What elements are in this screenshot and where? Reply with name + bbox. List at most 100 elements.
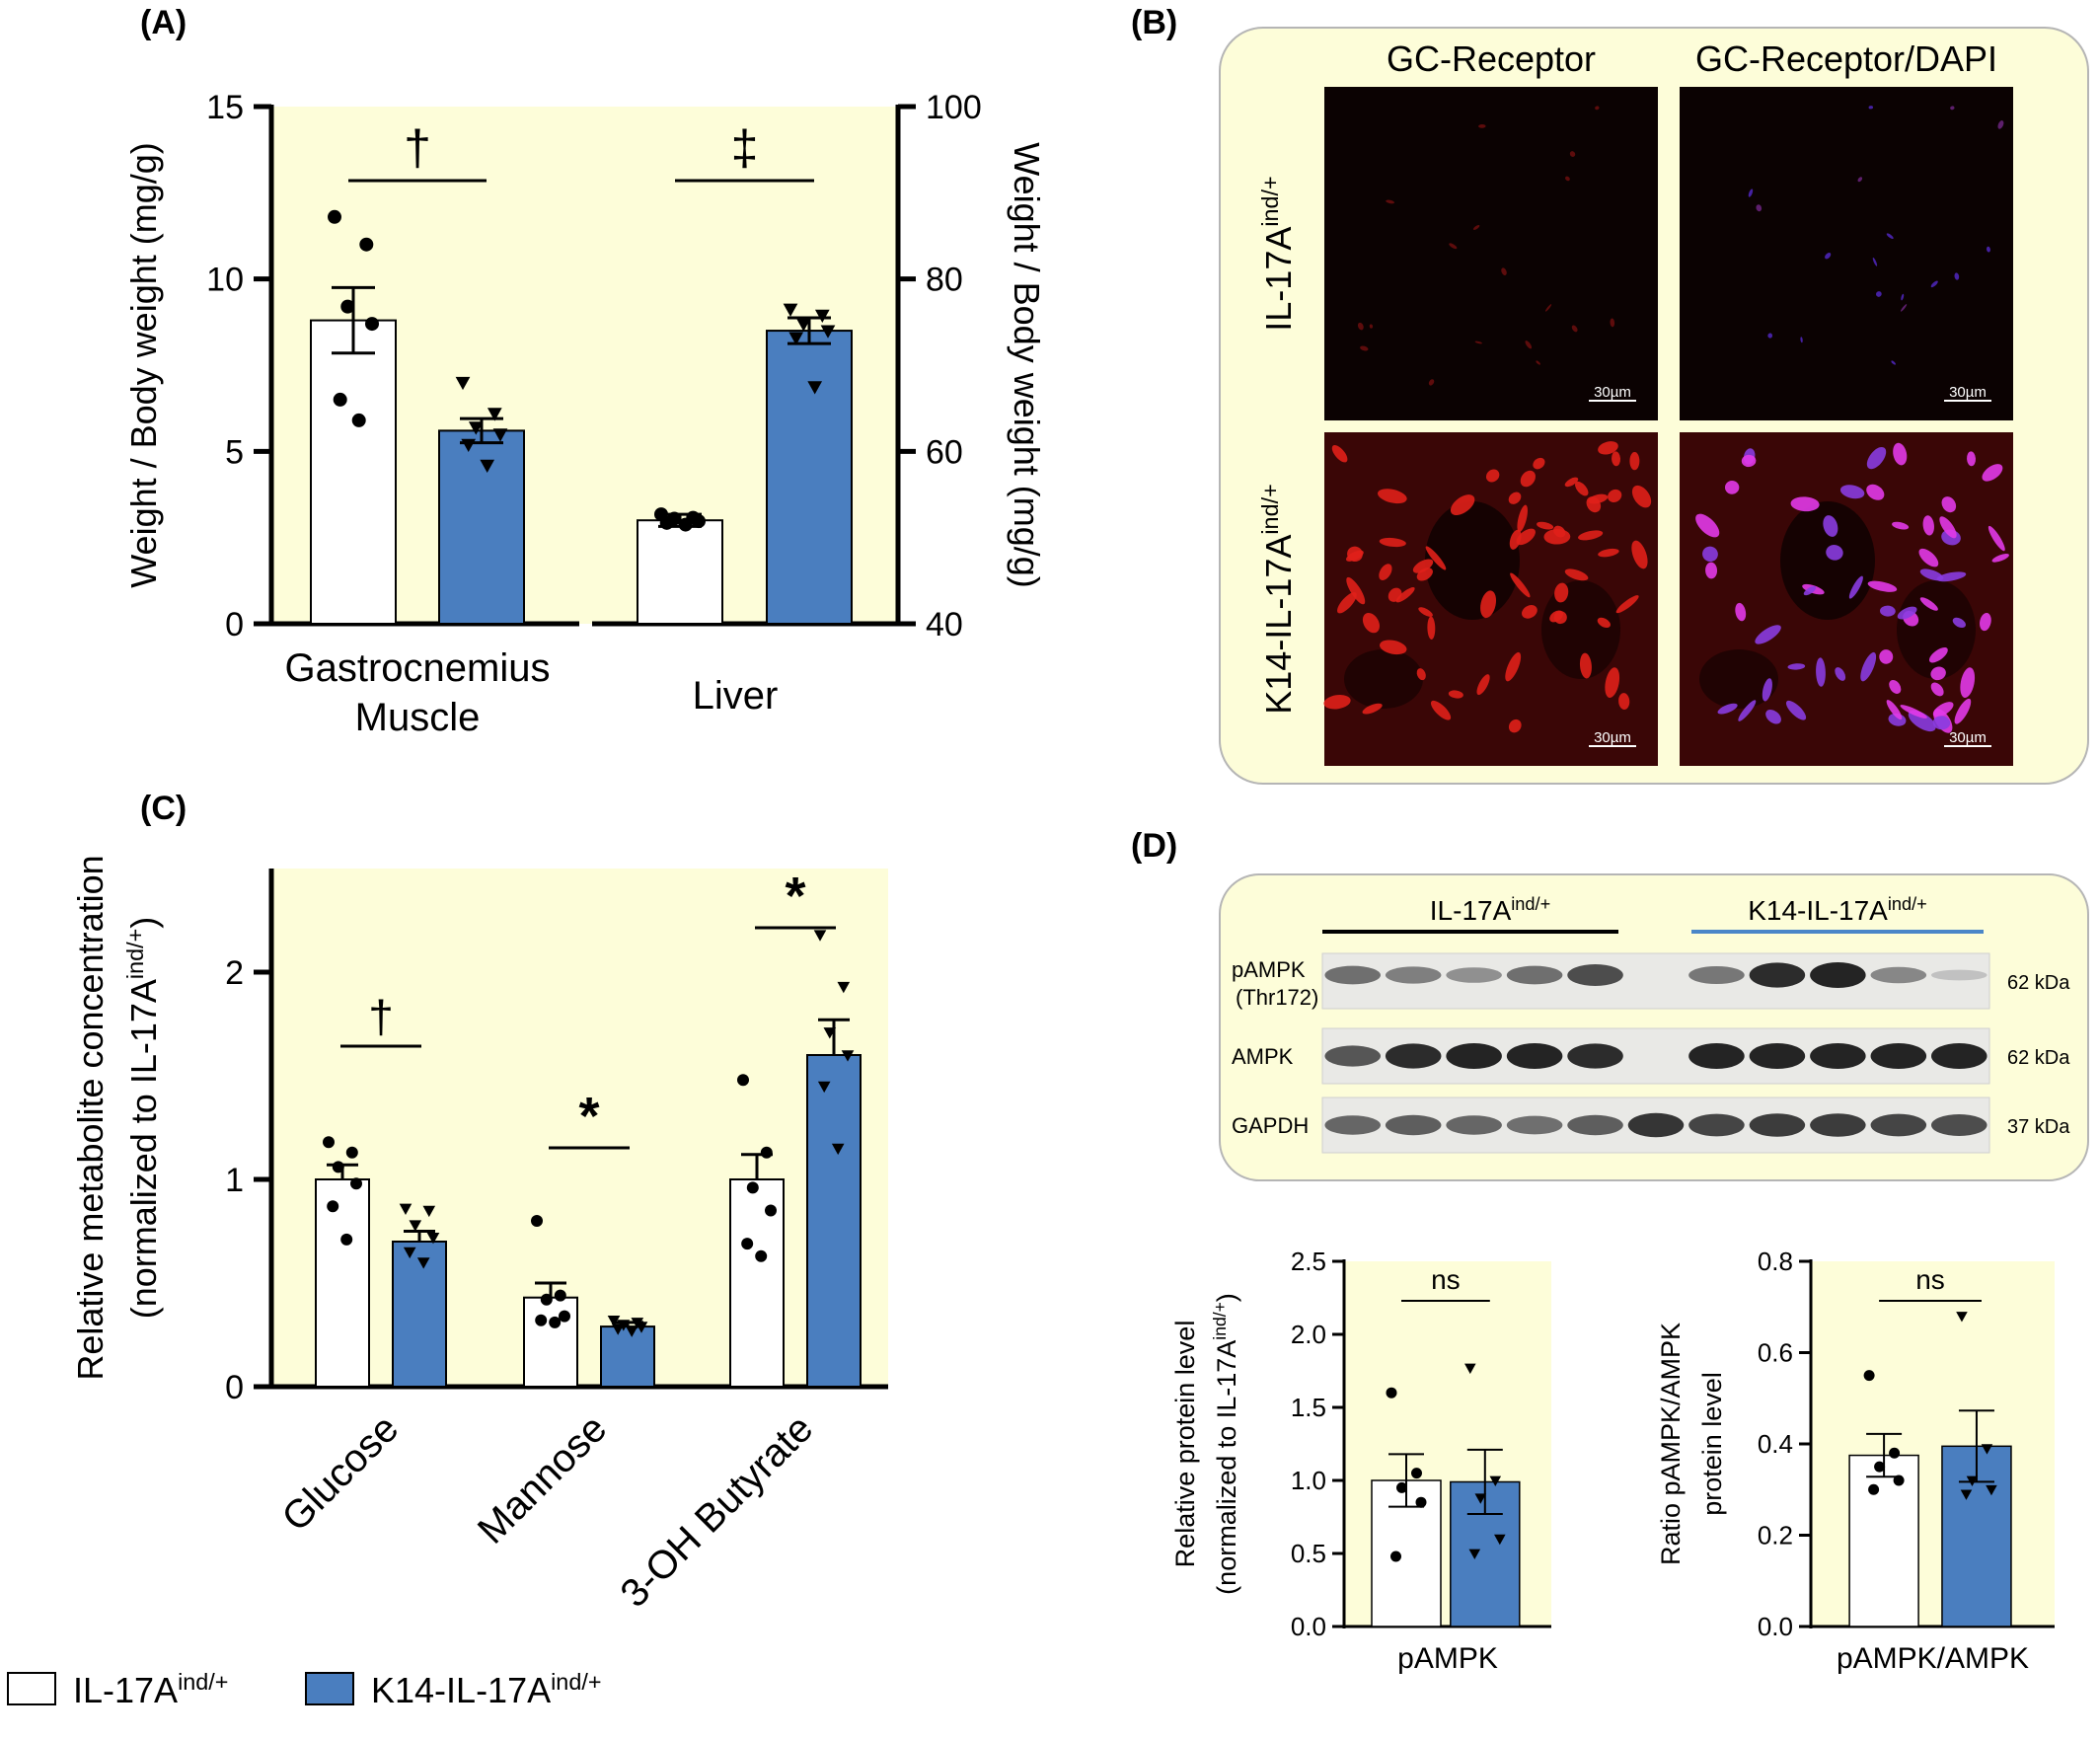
cell-signal bbox=[1360, 345, 1369, 351]
data-point bbox=[1494, 1534, 1506, 1546]
blot-band bbox=[1931, 1043, 1988, 1069]
data-point bbox=[1474, 1493, 1487, 1504]
cell-signal bbox=[1785, 700, 1807, 720]
blot-band bbox=[1567, 1043, 1623, 1069]
blot-row-label: pAMPK bbox=[1232, 957, 1306, 982]
x-category-label: Muscle bbox=[355, 696, 481, 739]
cell-signal bbox=[1767, 333, 1773, 339]
data-point bbox=[783, 303, 798, 317]
data-point bbox=[1863, 1370, 1875, 1382]
cell-signal bbox=[1866, 446, 1887, 470]
data-point bbox=[1966, 1475, 1979, 1487]
y-axis-label-2: (normalized to IL-17Aind/+) bbox=[1210, 1293, 1241, 1595]
cell-signal bbox=[1595, 106, 1600, 111]
cell-signal bbox=[1571, 325, 1578, 333]
legend-label-main: K14-IL-17A bbox=[371, 1670, 551, 1710]
panel-label-b: (B) bbox=[1131, 4, 1177, 41]
y-axis-label-2-sup: ind/+ bbox=[1210, 1302, 1230, 1340]
cell-signal bbox=[1450, 494, 1475, 516]
x-category-label: Liver bbox=[693, 674, 779, 718]
cell-signal bbox=[1886, 700, 1903, 720]
y-tick-label: 0.2 bbox=[1758, 1521, 1793, 1551]
bar bbox=[1848, 1454, 1919, 1627]
legend-label-sup: ind/+ bbox=[178, 1669, 228, 1695]
cell-signal bbox=[1879, 605, 1896, 617]
panel-d-western-blot: IL-17Aind/+ K14-IL-17Aind/+pAMPK(Thr172)6… bbox=[1219, 873, 2089, 1181]
cell-signal bbox=[1379, 537, 1406, 548]
significance-mark: ‡ bbox=[731, 120, 759, 176]
cell-signal bbox=[1954, 698, 1972, 724]
y-tick-label-right: 60 bbox=[926, 433, 963, 471]
legend-swatch bbox=[305, 1672, 354, 1705]
y-axis-label-2-main: (normalized to IL-17A bbox=[1212, 1340, 1241, 1595]
cell-signal bbox=[1930, 682, 1944, 697]
blot-group-label-sup: ind/+ bbox=[1511, 894, 1550, 914]
scale-bar-label: 30µm bbox=[1949, 384, 1987, 401]
plot-background bbox=[1811, 1261, 2055, 1627]
significance-mark: * bbox=[785, 867, 805, 926]
cell-signal bbox=[1618, 693, 1630, 710]
y-tick-label: 2 bbox=[225, 954, 244, 992]
cell-signal bbox=[1826, 545, 1843, 561]
cell-signal bbox=[1476, 674, 1490, 696]
cell-signal bbox=[1867, 580, 1898, 592]
cell-signal bbox=[1967, 451, 1977, 467]
cell-signal bbox=[1982, 464, 2003, 482]
cell-signal bbox=[1508, 719, 1522, 733]
blot-band bbox=[1931, 969, 1988, 981]
data-point bbox=[820, 325, 836, 339]
data-point bbox=[461, 438, 477, 453]
blot-group-label-main: IL-17A bbox=[1430, 895, 1512, 926]
y-tick-label-right: 100 bbox=[926, 89, 982, 126]
data-point bbox=[1489, 1475, 1502, 1487]
cell-signal bbox=[1536, 360, 1540, 365]
cell-signal bbox=[1379, 564, 1392, 580]
y-axis-label: Relative metabolite concentration bbox=[70, 855, 111, 1380]
data-point bbox=[813, 930, 827, 942]
cell-signal bbox=[1997, 120, 2004, 129]
blot-band bbox=[1749, 962, 1806, 988]
y-tick-label: 2.5 bbox=[1291, 1247, 1326, 1276]
cell-signal bbox=[1509, 529, 1522, 550]
data-point bbox=[814, 309, 830, 324]
cell-signal bbox=[1857, 177, 1863, 183]
cell-signal bbox=[1544, 304, 1552, 312]
cell-signal bbox=[1608, 489, 1622, 502]
cell-signal bbox=[1631, 485, 1652, 508]
y-axis-label: Relative protein level bbox=[1170, 1321, 1200, 1568]
cell-signal bbox=[1478, 123, 1486, 128]
cell-signal bbox=[1565, 176, 1570, 182]
blot-row-label: AMPK bbox=[1232, 1044, 1294, 1069]
data-point bbox=[807, 381, 823, 395]
cell-signal bbox=[1872, 257, 1878, 266]
significance-mark: † bbox=[368, 991, 394, 1042]
blot-band bbox=[1446, 1043, 1502, 1069]
cell-signal bbox=[1569, 151, 1576, 157]
cell-signal bbox=[1549, 610, 1564, 623]
blot-group-label: K14-IL-17Aind/+ bbox=[1748, 894, 1927, 926]
significance-mark: * bbox=[578, 1087, 599, 1146]
blot-band bbox=[1810, 1113, 1866, 1137]
cell-signal bbox=[1337, 592, 1357, 614]
y-tick-label-left: 5 bbox=[225, 433, 244, 471]
cell-signal bbox=[1564, 477, 1579, 488]
cell-signal bbox=[1800, 337, 1803, 343]
blot-band bbox=[1870, 1043, 1927, 1069]
cell-signal bbox=[1954, 272, 1960, 280]
scale-bar-label: 30µm bbox=[1949, 729, 1987, 746]
data-point bbox=[611, 1324, 625, 1335]
data-point bbox=[841, 1050, 855, 1062]
data-point bbox=[765, 1204, 777, 1217]
data-point bbox=[625, 1325, 638, 1337]
cell-signal bbox=[1425, 546, 1447, 570]
tissue-gap bbox=[1425, 501, 1520, 620]
cell-signal bbox=[1554, 582, 1569, 603]
cell-signal bbox=[1848, 575, 1863, 599]
data-point bbox=[328, 209, 341, 224]
legend: IL-17Aind/+ K14-IL-17Aind/+ bbox=[7, 1669, 601, 1710]
bar bbox=[315, 1178, 370, 1388]
y-tick-label: 1 bbox=[225, 1162, 244, 1199]
x-category-label: Gastrocnemius bbox=[285, 646, 551, 690]
cell-signal bbox=[1705, 562, 1718, 579]
bar bbox=[766, 330, 853, 625]
